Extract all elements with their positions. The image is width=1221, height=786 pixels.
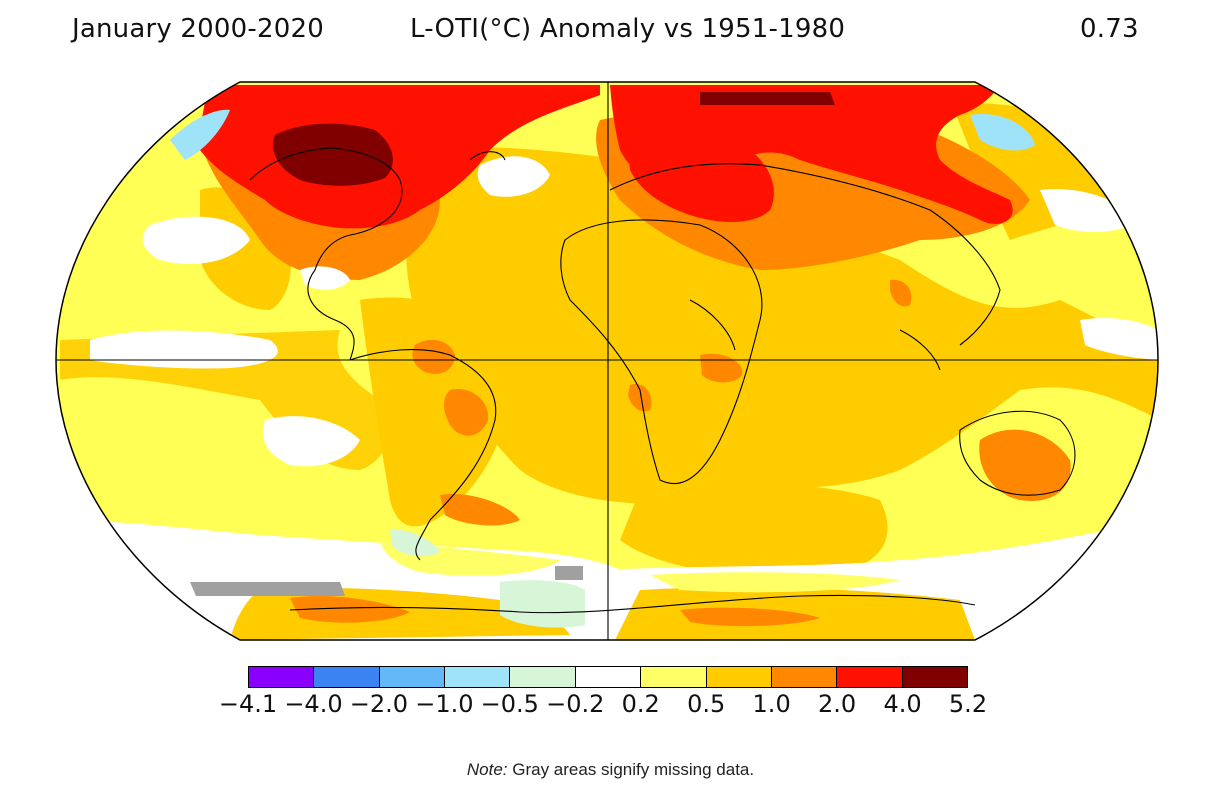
- map-metric-title: L-OTI(°C) Anomaly vs 1951-1980: [410, 14, 846, 44]
- map-period-title: January 2000-2020: [72, 14, 324, 44]
- legend-swatch-2: [379, 667, 446, 687]
- legend-swatch-8: [771, 667, 838, 687]
- legend-tick-label: −1.0: [415, 690, 474, 718]
- legend-tick-label: −4.1: [218, 690, 278, 718]
- legend-swatch-10: [902, 667, 967, 687]
- legend-tick-label: −4.0: [284, 690, 343, 718]
- legend-tick-label: 2.0: [817, 690, 857, 718]
- legend-tick-label: 4.0: [883, 690, 922, 718]
- anomaly-slight-negative-region: [390, 529, 585, 628]
- anomaly-negative-region: [170, 109, 1035, 160]
- anomaly-4.0-5.2-region: [272, 92, 835, 186]
- legend-tick-label: 1.0: [752, 690, 791, 718]
- legend-swatch-9: [837, 667, 903, 687]
- anomaly-2.0-4.0-region: [200, 85, 1013, 229]
- missing-data-region: [190, 566, 583, 596]
- legend-swatch-5: [575, 667, 642, 687]
- legend-tick-label: 0.2: [621, 690, 660, 718]
- legend-swatch-1: [314, 667, 380, 687]
- legend-swatch-6: [641, 667, 707, 687]
- globe-outline: [55, 81, 1159, 641]
- legend-tick-label: 0.5: [687, 690, 726, 718]
- missing-data-note: Note: Gray areas signify missing data.: [0, 760, 1221, 780]
- global-mean-value: 0.73: [1080, 14, 1139, 44]
- legend-tick-label: 5.2: [948, 690, 988, 718]
- note-text: Gray areas signify missing data.: [512, 760, 755, 779]
- legend-tick-label: −0.5: [480, 690, 539, 718]
- color-scale-legend: [248, 666, 968, 688]
- note-label: Note:: [466, 760, 508, 779]
- legend-swatch-0: [249, 667, 315, 687]
- legend-swatch-4: [510, 667, 576, 687]
- legend-tick-label: −0.2: [546, 690, 605, 718]
- coastlines: [249, 147, 1076, 614]
- legend-tick-label: −2.0: [349, 690, 409, 718]
- legend-swatch-3: [445, 667, 511, 687]
- legend-swatch-7: [706, 667, 772, 687]
